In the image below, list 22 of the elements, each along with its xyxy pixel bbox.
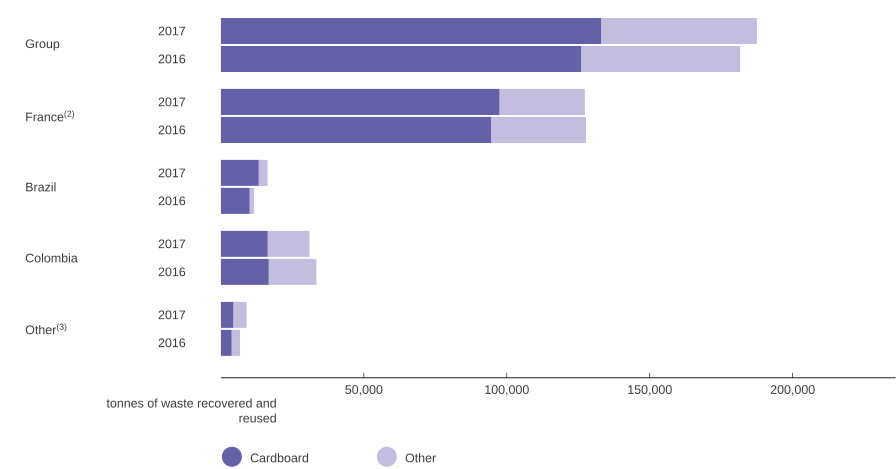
text: Other$^{(3)}$ [26,324,66,334]
x-tick-label: 50,000 [345,385,382,396]
x-tick-label: 150,000 [628,385,672,396]
x-tick-label: 100,000 [485,385,529,396]
text: France$^{(2)}$ [26,110,74,122]
text: Group [26,39,60,51]
y-tick-label: 2016 [158,338,186,348]
x-tick-label: 200,000 [770,385,815,396]
text: Colombia [26,253,78,263]
y-tick-label: 2017 [158,98,186,106]
text: Brazil [26,182,56,192]
y-tick-label: 2016 [158,54,186,64]
y-tick-label: 2017 [158,240,186,248]
y-tick-label: 2017 [158,310,186,320]
y-tick-label: 2016 [158,126,186,134]
legend-label: Other [406,453,436,462]
y-tick-label: 2016 [158,268,186,276]
x-axis-title: tonnes of waste recovered and reused [106,398,276,423]
legend-label: Cardboard [250,453,308,462]
y-tick-label: 2017 [158,168,186,178]
y-tick-label: 2017 [158,26,186,36]
y-tick-label: 2016 [158,196,186,206]
